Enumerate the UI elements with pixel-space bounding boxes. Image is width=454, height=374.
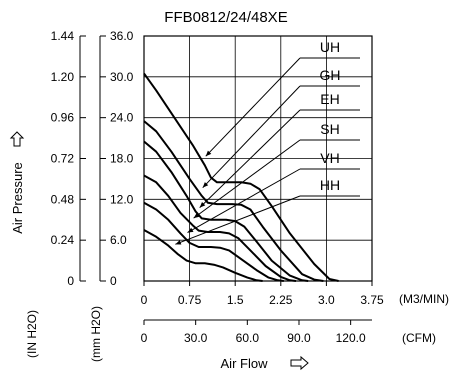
leader-line: [187, 168, 301, 233]
leader-line: [175, 195, 301, 245]
arrowhead-icon: [205, 150, 212, 157]
series-line-vh: [143, 201, 284, 282]
series-label-uh: UH: [320, 39, 340, 55]
series-label-hh: HH: [320, 177, 340, 193]
x-cfm-tick-label: 120.0: [336, 331, 366, 345]
x-cmm-tick-label: 3.75: [360, 293, 384, 307]
series-line-eh: [143, 140, 309, 282]
series-label-vh: VH: [320, 150, 339, 166]
y-unit-in-label: (IN H2O): [25, 310, 39, 358]
x-unit-cfm: (CFM): [402, 331, 436, 345]
y-mm-tick-label: 24.0: [110, 111, 134, 125]
y-unit-mm: (mm H2O): [89, 306, 103, 362]
x-cfm-tick-label: 90.0: [287, 331, 311, 345]
y-mm-tick-label: 18.0: [110, 152, 134, 166]
y-mm-tick-label: 30.0: [110, 70, 134, 84]
series-line-gh: [143, 120, 324, 282]
y-unit-mm-label: (mm H2O): [89, 306, 103, 362]
plot-grid: [144, 36, 372, 281]
series-line-hh: [143, 229, 263, 282]
y-mm-tick-label: 6.0: [110, 233, 127, 247]
leader-line: [205, 57, 301, 157]
series-label-gh: GH: [320, 67, 341, 83]
axes: 0 0.24 0.48 0.72 0.96 1.20 1.44 0 6.0 12.0 18.0 24.…: [51, 29, 384, 345]
leader-line: [202, 85, 301, 189]
y-axis-title: Air Pressure: [9, 131, 25, 234]
series-line-uh: [143, 72, 339, 282]
chart-title: FFB0812/24/48XE: [164, 9, 287, 26]
y-in-tick-label: 0.96: [51, 111, 75, 125]
x-cfm-tick-label: 30.0: [184, 331, 208, 345]
leader-line: [193, 139, 301, 219]
y-in-tick-label: 0.24: [51, 233, 75, 247]
series-line-sh: [143, 174, 297, 282]
arrowhead-icon: [193, 212, 200, 219]
arrowhead-icon: [175, 240, 182, 245]
plot-frame: [143, 35, 373, 282]
series-label-eh: EH: [320, 91, 339, 107]
pq-curves: [143, 72, 339, 282]
y-in-tick-label: 0.72: [51, 152, 75, 166]
x-cmm-tick-label: 0: [141, 293, 148, 307]
series-labels: UH GH EH SH VH HH: [320, 39, 341, 193]
arrowhead-icon: [202, 182, 209, 188]
x-cfm-tick-label: 0: [141, 331, 148, 345]
label-leader-lines: [175, 57, 360, 245]
y-axis-label: Air Pressure: [10, 162, 25, 234]
y-in-tick-label: 1.20: [51, 70, 75, 84]
y-mm-tick-label: 0: [110, 274, 117, 288]
y-unit-in: (IN H2O): [25, 310, 39, 358]
arrowhead-icon: [187, 227, 194, 233]
y-in-tick-label: 1.44: [51, 29, 75, 43]
x-cfm-tick-label: 60.0: [236, 331, 260, 345]
x-unit-cmm: (M3/MIN): [399, 292, 449, 306]
x-cmm-tick-label: 3.0: [318, 293, 335, 307]
leader-line: [199, 109, 301, 208]
y-in-tick-label: 0: [67, 274, 74, 288]
series-label-sh: SH: [320, 121, 339, 137]
arrow-up-icon: [9, 131, 25, 147]
arrow-right-icon: [290, 355, 309, 371]
y-mm-tick-label: 36.0: [110, 29, 134, 43]
y-in-tick-label: 0.48: [51, 192, 75, 206]
y-mm-tick-label: 12.0: [110, 192, 134, 206]
arrowhead-icon: [199, 202, 206, 208]
x-cmm-tick-label: 2.25: [269, 293, 293, 307]
x-cmm-tick-label: 0.75: [178, 293, 202, 307]
x-axis-label: Air Flow: [221, 356, 269, 371]
x-cmm-tick-label: 1.5: [227, 293, 244, 307]
